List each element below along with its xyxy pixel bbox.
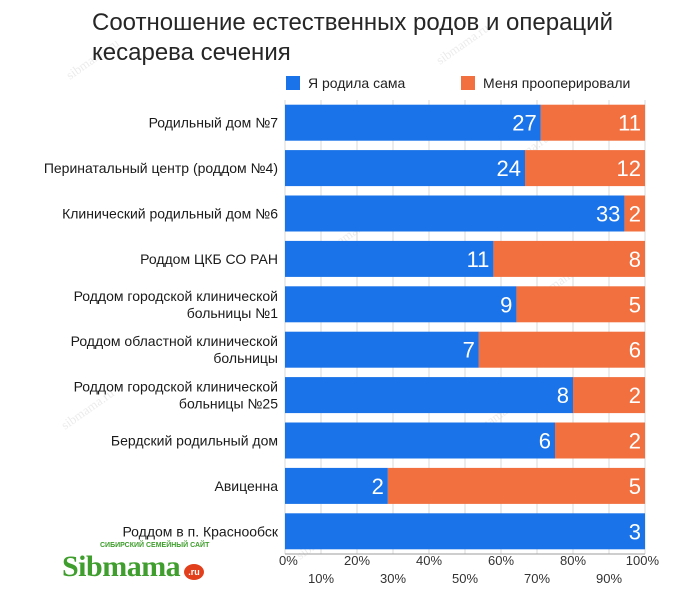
- category-label: Родильный дом №7: [149, 115, 279, 131]
- x-tick-label: 50%: [452, 571, 478, 586]
- bar-segment: [478, 331, 645, 368]
- bar-segment: [285, 104, 541, 141]
- data-label: 2: [629, 202, 641, 227]
- category-label: Роддом ЦКБ СО РАН: [140, 251, 278, 267]
- data-label: 24: [497, 156, 521, 181]
- category-label: Роддом городской клинической: [74, 288, 278, 304]
- category-label: Перинатальный центр (роддом №4): [44, 160, 278, 176]
- bar-segment: [285, 240, 494, 277]
- data-label: 11: [618, 111, 641, 136]
- category-labels: Родильный дом №7 Перинатальный центр (род…: [44, 115, 279, 540]
- chart-legend: Я родила сама Меня прооперировали: [286, 75, 630, 91]
- data-label: 8: [557, 383, 569, 408]
- data-label: 3: [629, 519, 641, 544]
- data-label: 2: [629, 383, 641, 408]
- legend-swatch: [461, 76, 475, 90]
- x-tick-label: 20%: [344, 553, 370, 568]
- data-label: 12: [617, 156, 641, 181]
- bar-segment: [516, 286, 645, 323]
- data-label: 6: [629, 338, 641, 363]
- x-axis: 0% 20% 40% 60% 80% 100% 10% 30% 50% 70% 90%: [279, 553, 659, 586]
- legend-swatch: [286, 76, 300, 90]
- category-label: Роддом в п. Краснообск: [122, 523, 278, 539]
- x-tick-label: 30%: [380, 571, 406, 586]
- data-label: 33: [596, 202, 620, 227]
- category-label: Роддом областной клинической: [71, 333, 278, 349]
- category-label: Роддом городской клинической: [74, 379, 278, 395]
- x-tick-label: 40%: [416, 553, 442, 568]
- bar-segment: [285, 422, 555, 459]
- data-label: 5: [629, 292, 641, 317]
- x-tick-label: 0%: [279, 553, 298, 568]
- category-label: больницы: [213, 350, 278, 366]
- bar-segment: [624, 195, 645, 232]
- bar-segment: [285, 331, 479, 368]
- legend-label: Я родила сама: [308, 75, 406, 91]
- x-tick-label: 70%: [524, 571, 550, 586]
- data-label: 8: [629, 247, 641, 272]
- data-label: 6: [539, 429, 551, 454]
- data-label: 2: [372, 474, 384, 499]
- category-label: больницы №25: [179, 396, 278, 412]
- logo-word: Sibmama: [62, 550, 181, 583]
- chart-title: Соотношение естественных родов и операци…: [92, 9, 613, 66]
- data-label: 7: [463, 338, 475, 363]
- category-label: больницы №1: [187, 305, 279, 321]
- data-label: 11: [467, 247, 490, 272]
- data-label: 27: [512, 111, 536, 136]
- logo-suffix: .ru: [184, 564, 204, 580]
- data-label: 5: [629, 474, 641, 499]
- chart-title-line: Соотношение естественных родов и операци…: [92, 9, 613, 36]
- x-tick-label: 100%: [626, 553, 660, 568]
- bar-segment: [285, 286, 517, 323]
- bar-segment: [387, 467, 645, 504]
- bar-segment: [555, 422, 645, 459]
- logo-tagline: СИБИРСКИЙ СЕМЕЙНЫЙ САЙТ: [100, 542, 210, 549]
- bar-segment: [573, 377, 645, 414]
- x-tick-label: 90%: [596, 571, 622, 586]
- bar-segment: [525, 150, 645, 187]
- x-tick-label: 80%: [560, 553, 586, 568]
- bar-segment: [285, 150, 525, 187]
- bar-segment: [540, 104, 645, 141]
- chart-title-line: кесарева сечения: [92, 39, 291, 66]
- data-label: 9: [500, 292, 512, 317]
- bar-segment: [285, 377, 573, 414]
- x-tick-label: 10%: [308, 571, 334, 586]
- category-label: Клинический родильный дом №6: [62, 206, 278, 222]
- bar-segment: [285, 467, 388, 504]
- bar-segment: [285, 513, 645, 550]
- data-label: 2: [629, 429, 641, 454]
- bar-segment: [493, 240, 645, 277]
- category-label: Бердский родильный дом: [111, 433, 278, 449]
- legend-label: Меня прооперировали: [483, 75, 630, 91]
- sibmama-logo: Sibmama СИБИРСКИЙ СЕМЕЙНЫЙ САЙТ .ru: [62, 542, 212, 586]
- x-tick-label: 60%: [488, 553, 514, 568]
- category-label: Авиценна: [215, 478, 279, 494]
- bar-segment: [285, 195, 625, 232]
